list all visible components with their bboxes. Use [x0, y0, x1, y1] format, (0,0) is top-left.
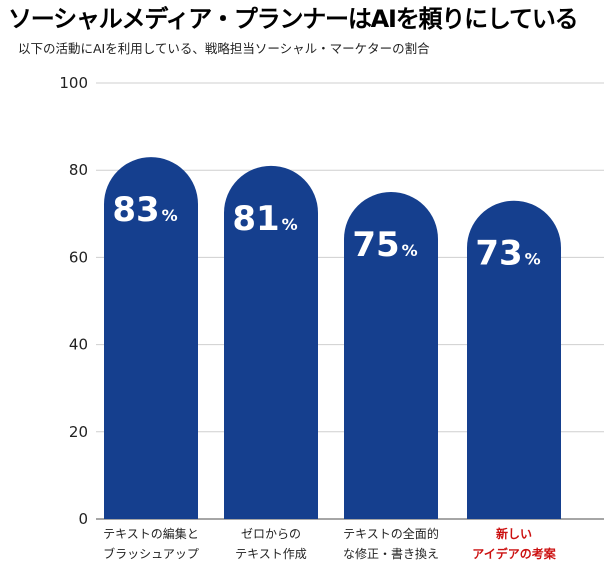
bar-3 — [467, 200, 561, 520]
x-label-2-line-0: テキストの全面的 — [343, 526, 439, 541]
value-label-2: 75% — [352, 225, 417, 265]
y-tick-label-20: 20 — [69, 423, 88, 441]
bar-2 — [344, 192, 438, 519]
bar-0 — [104, 157, 198, 519]
value-label-0: 83% — [112, 190, 177, 230]
x-label-0-line-1: ブラッシュアップ — [103, 546, 199, 561]
y-tick-label-80: 80 — [69, 161, 88, 179]
y-axis-ticks: 0 20 40 60 80 100 — [59, 74, 88, 528]
chart-subtitle: 以下の活動にAIを利用している、戦略担当ソーシャル・マーケターの割合 — [18, 41, 430, 56]
x-label-3-line-1: アイデアの考案 — [472, 546, 556, 561]
value-labels: 83% 81 % 75% 73% — [112, 190, 540, 274]
x-label-0-line-0: テキストの編集と — [103, 526, 199, 541]
bar-1 — [224, 165, 318, 519]
y-tick-label-40: 40 — [69, 336, 88, 354]
value-label-1: 81% — [232, 199, 297, 239]
x-label-3-line-0: 新しい — [496, 526, 532, 541]
chart-title: ソーシャルメディア・プランナーはAIを頼りにしている — [8, 5, 579, 33]
value-label-3: 73% — [475, 234, 540, 274]
x-label-2-line-1: な修正・書き換え — [343, 546, 439, 561]
y-tick-label-60: 60 — [69, 248, 88, 266]
y-tick-label-100: 100 — [59, 74, 88, 92]
y-tick-label-0: 0 — [78, 510, 88, 528]
x-label-1-line-0: ゼロからの — [241, 527, 301, 541]
bars — [104, 157, 561, 520]
x-label-1-line-1: テキスト作成 — [235, 547, 307, 561]
